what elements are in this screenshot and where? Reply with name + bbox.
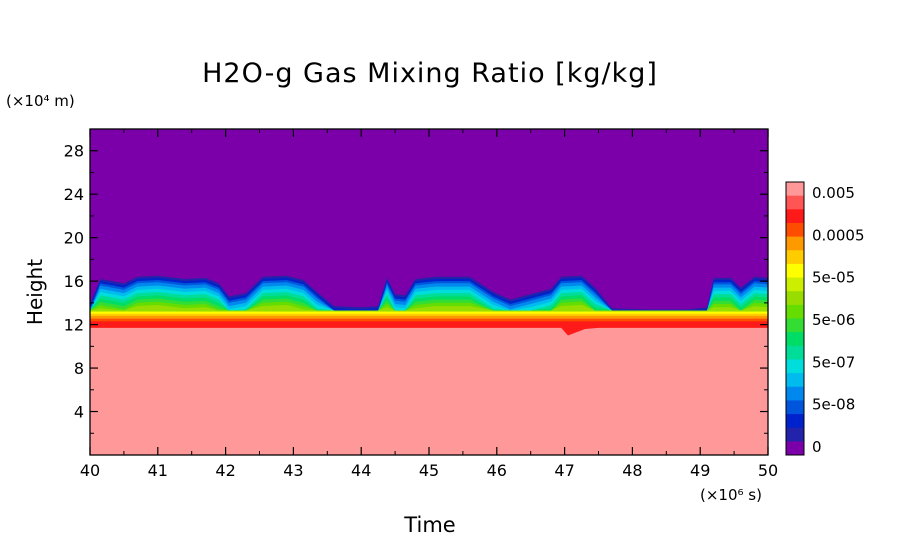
colorbar-swatch — [786, 427, 804, 442]
colorbar-label: 0.005 — [812, 184, 855, 202]
y-tick-label: 20 — [64, 229, 84, 248]
y-unit-label: (×10⁴ m) — [6, 92, 75, 110]
x-tick-label: 49 — [690, 461, 710, 480]
y-tick-label: 24 — [64, 185, 84, 204]
x-tick-label: 45 — [419, 461, 439, 480]
x-tick-label: 43 — [283, 461, 303, 480]
x-tick-label: 48 — [622, 461, 642, 480]
colorbar-swatch — [786, 318, 804, 333]
y-tick-label: 12 — [64, 316, 84, 335]
x-tick-label: 41 — [148, 461, 168, 480]
x-tick-label: 50 — [758, 461, 778, 480]
colorbar-swatch — [786, 195, 804, 210]
colorbar-swatch — [786, 386, 804, 401]
colorbar-frame — [785, 181, 805, 456]
colorbar-swatch — [786, 400, 804, 415]
y-tick-label: 16 — [64, 272, 84, 291]
colorbar-label: 0 — [812, 438, 822, 456]
colorbar-label: 5e-07 — [812, 353, 855, 371]
y-tick-label: 8 — [74, 359, 84, 378]
colorbar-swatch — [786, 182, 804, 197]
colorbar-label: 5e-06 — [812, 311, 855, 329]
contour-saturated — [90, 327, 768, 455]
x-tick-label: 47 — [554, 461, 574, 480]
x-tick-label: 44 — [351, 461, 371, 480]
x-axis-label: Time — [403, 513, 455, 537]
colorbar-swatch — [786, 414, 804, 429]
colorbar-swatch — [786, 222, 804, 238]
x-tick-label: 40 — [80, 461, 100, 480]
y-tick-label: 28 — [64, 142, 84, 161]
y-tick-label: 4 — [74, 403, 84, 422]
colorbar-swatch — [786, 441, 804, 456]
colorbar-swatch — [786, 304, 804, 319]
colorbar-swatch — [786, 373, 804, 388]
colorbar-swatch — [786, 345, 804, 360]
x-axis: 40 41 42 43 44 45 46 47 48 49 50 — [80, 129, 778, 480]
colorbar-swatch — [786, 263, 804, 279]
x-tick-label: 42 — [215, 461, 235, 480]
colorbar-swatch — [786, 332, 804, 347]
colorbar-swatch — [786, 291, 804, 306]
colorbar: 0.005 0.0005 5e-05 5e-06 5e-07 5e-08 0 — [785, 181, 865, 456]
y-axis: 4 8 12 16 20 24 28 — [64, 142, 768, 434]
x-unit-label: (×10⁶ s) — [700, 486, 762, 504]
colorbar-label: 5e-05 — [812, 269, 855, 287]
colorbar-swatch — [786, 250, 804, 265]
colorbar-swatch — [786, 359, 804, 374]
colorbar-swatch — [786, 209, 804, 224]
x-tick-label: 46 — [487, 461, 507, 480]
chart-title: H2O-g Gas Mixing Ratio [kg/kg] — [202, 58, 658, 89]
colorbar-swatch — [786, 277, 804, 292]
colorbar-swatch — [786, 236, 804, 251]
plot-area — [90, 129, 768, 455]
y-axis-label: Height — [23, 259, 47, 325]
colorbar-label: 0.0005 — [812, 226, 865, 244]
colorbar-label: 5e-08 — [812, 396, 855, 414]
